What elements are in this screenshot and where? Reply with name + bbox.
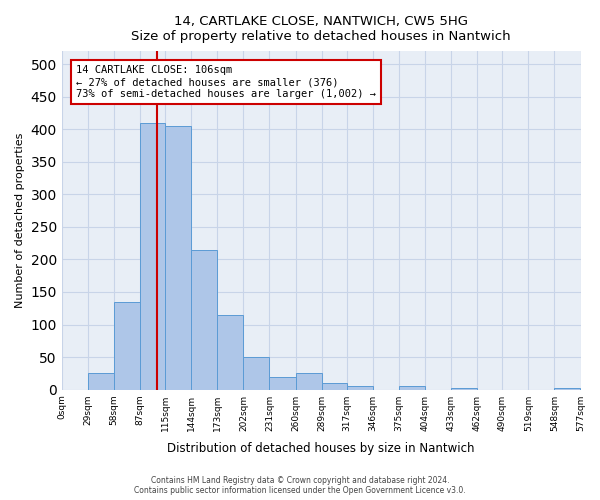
Bar xyxy=(165,126,191,390)
Bar xyxy=(322,383,347,390)
Bar xyxy=(296,374,322,390)
Bar xyxy=(114,302,140,390)
Text: Contains HM Land Registry data © Crown copyright and database right 2024.
Contai: Contains HM Land Registry data © Crown c… xyxy=(134,476,466,495)
Title: 14, CARTLAKE CLOSE, NANTWICH, CW5 5HG
Size of property relative to detached hous: 14, CARTLAKE CLOSE, NANTWICH, CW5 5HG Si… xyxy=(131,15,511,43)
Bar xyxy=(554,388,580,390)
Bar xyxy=(399,386,425,390)
Bar xyxy=(451,388,477,390)
Bar xyxy=(269,376,296,390)
Y-axis label: Number of detached properties: Number of detached properties xyxy=(15,132,25,308)
Bar xyxy=(88,374,114,390)
Bar xyxy=(347,386,373,390)
Text: 14 CARTLAKE CLOSE: 106sqm
← 27% of detached houses are smaller (376)
73% of semi: 14 CARTLAKE CLOSE: 106sqm ← 27% of detac… xyxy=(76,66,376,98)
Bar xyxy=(244,357,269,390)
Bar xyxy=(217,315,244,390)
X-axis label: Distribution of detached houses by size in Nantwich: Distribution of detached houses by size … xyxy=(167,442,475,455)
Bar xyxy=(191,250,217,390)
Bar xyxy=(140,122,165,390)
